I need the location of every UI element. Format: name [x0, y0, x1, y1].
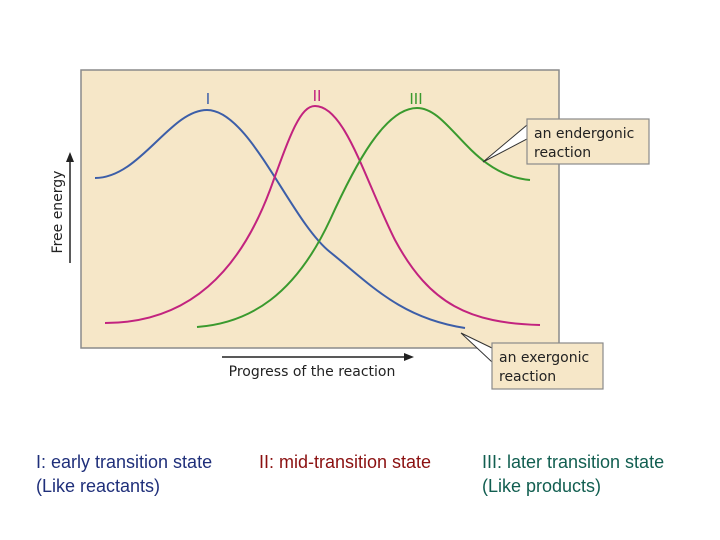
curve-label-iii: III — [409, 90, 422, 108]
curve-i — [94, 108, 466, 329]
curve-label-i: I — [206, 90, 210, 108]
y-axis-label: Free energy — [50, 171, 66, 254]
caption-1-line-1: I: early transition state — [36, 452, 213, 472]
x-axis-label: Progress of the reaction — [229, 364, 396, 380]
exergonic-callout-line2: reaction — [499, 369, 556, 385]
exergonic-callout-line1: an exergonic — [499, 350, 589, 366]
caption-mid-transition-state: II: mid-transition state — [259, 450, 431, 474]
caption-3-line-2: (Like products) — [482, 476, 602, 496]
endergonic-callout-box — [526, 118, 650, 165]
endergonic-callout-line2: reaction — [534, 145, 591, 161]
curve-label-ii: II — [313, 87, 322, 105]
caption-3-line-1: III: later transition state — [482, 452, 665, 472]
exergonic-callout-box — [491, 342, 604, 390]
endergonic-callout-line1: an endergonic — [534, 126, 634, 142]
curve-iii — [196, 106, 531, 328]
caption-2-line-1: II: mid-transition state — [259, 452, 432, 472]
diagram-panel — [80, 69, 560, 349]
x-axis-arrowhead — [404, 353, 414, 361]
curve-ii — [104, 104, 541, 326]
caption-1-line-2: (Like reactants) — [36, 476, 161, 496]
caption-early-transition-state: I: early transition state (Like reactant… — [36, 450, 212, 498]
y-axis-arrowhead — [66, 152, 74, 162]
caption-later-transition-state: III: later transition state (Like produc… — [482, 450, 664, 498]
